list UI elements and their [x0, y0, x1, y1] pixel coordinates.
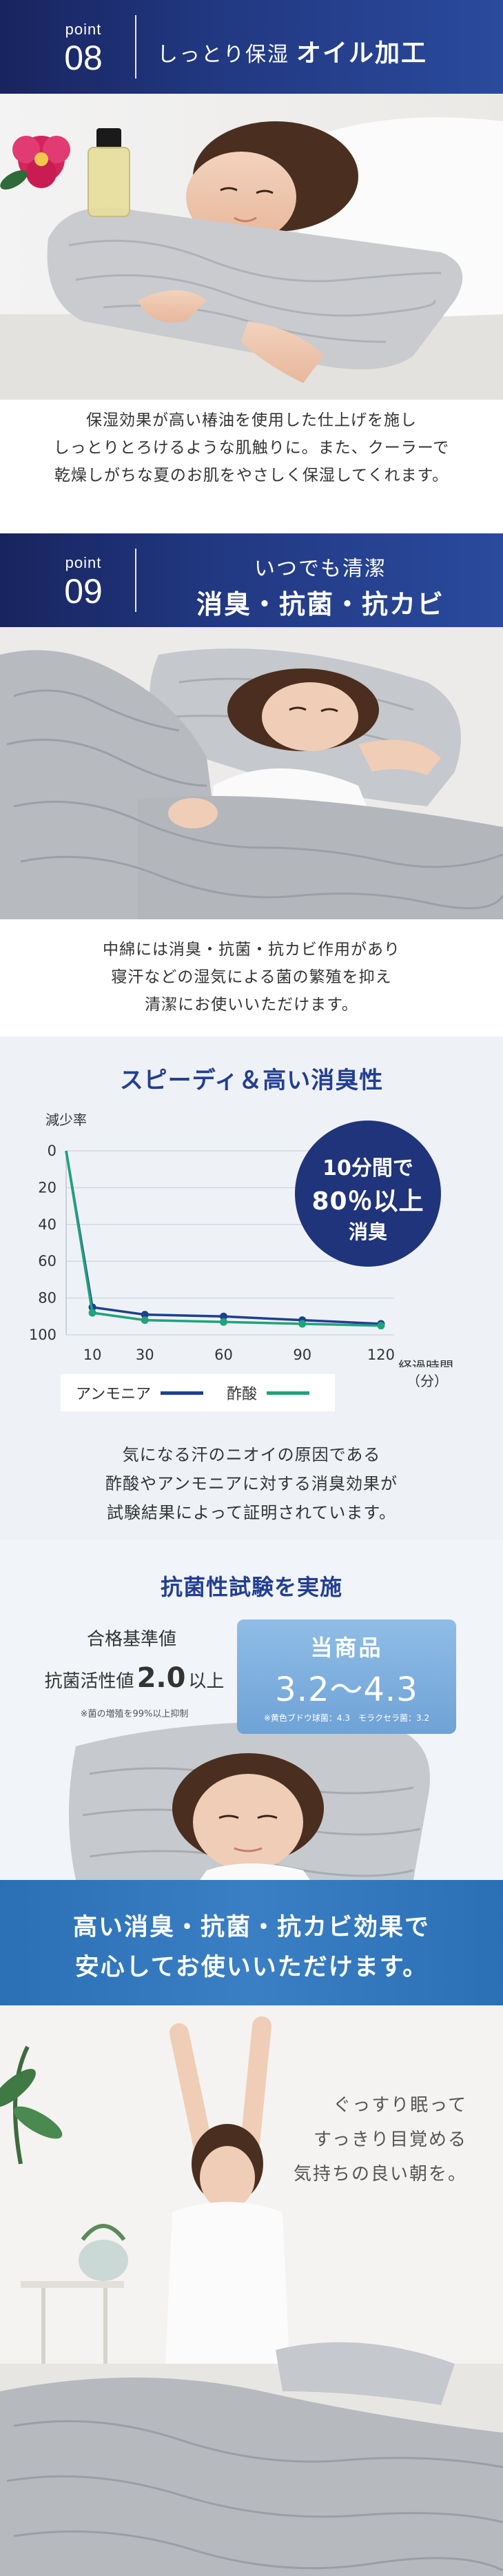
standard-note: ※菌の増殖を99%以上抑制	[80, 1709, 189, 1719]
standard-prefix: 抗菌活性値	[44, 1671, 134, 1692]
banner-line1: 高い消臭・抗菌・抗カビ効果で	[72, 1914, 430, 1941]
photo-woman-waking-up: ぐっすり眠って すっきり目覚める 気持ちの良い朝を。	[0, 2005, 503, 2576]
photo-illustration	[0, 627, 503, 919]
data-point-acetic	[219, 1318, 227, 1326]
badge-line3: 消臭	[348, 1220, 387, 1243]
standard-number: 2.0	[136, 1662, 186, 1694]
y-tick-label: 100	[29, 1327, 57, 1343]
data-point-acetic	[88, 1309, 96, 1317]
product-range: 3.2〜4.3	[275, 1670, 418, 1709]
photo-woman-sleeping-blanket	[0, 627, 503, 919]
point-09-title-line2: 消臭・抗菌・抗カビ	[196, 589, 444, 620]
point-08-title-emphasis: オイル加工	[296, 39, 428, 68]
x-tick-label: 10	[83, 1347, 102, 1363]
y-tick-label: 60	[38, 1253, 57, 1269]
final-message: ぐっすり眠って すっきり目覚める 気持ちの良い朝を。	[294, 2088, 467, 2191]
legend-label-ammonia: アンモニア	[76, 1386, 152, 1403]
x-axis-label-line1: 経過時間	[398, 1358, 453, 1367]
photo-woman-hugging-pillow	[0, 94, 503, 400]
chart-legend: アンモニア 酢酸	[61, 1374, 335, 1411]
legend-label-acetic: 酢酸	[227, 1386, 258, 1403]
standard-suffix: 以上	[188, 1671, 225, 1692]
photo-illustration	[0, 94, 503, 400]
deodorization-chart-section: スピーディ＆高い消臭性 減少率 0 20 40 60 80 100 10 30 60 90 120…	[0, 1036, 503, 1540]
y-tick-labels: 0 20 40 60 80 100	[29, 1143, 57, 1343]
point-word: point	[65, 21, 102, 38]
caption-line: 保湿効果が高い椿油を使用した仕上げを施し	[86, 411, 417, 429]
y-tick-label: 80	[38, 1290, 57, 1307]
data-point-acetic	[377, 1322, 385, 1330]
antibacterial-title: 抗菌性試験を実施	[160, 1574, 342, 1600]
deodorization-badge: 10分間で 80％以上 消臭	[295, 1121, 441, 1267]
plant-icon	[0, 2045, 63, 2165]
data-point-ammonia	[141, 1311, 149, 1319]
data-point-acetic	[141, 1316, 149, 1325]
legend-item-ammonia: アンモニア	[76, 1382, 204, 1404]
final-message-line: すっきり目覚める	[314, 2129, 467, 2150]
chart-title: スピーディ＆高い消臭性	[119, 1067, 384, 1094]
deodorization-line-chart: 減少率 0 20 40 60 80 100 10 30 60 90 120 経過時間	[29, 1112, 453, 1367]
point-09-caption: 中綿には消臭・抗菌・抗カビ作用があり 寝汗などの湿気による菌の繁殖を抑え 清潔に…	[0, 936, 503, 1019]
chart-note: 気になる汗のニオイの原因である 酢酸やアンモニアに対する消臭効果が 試験結果によ…	[0, 1440, 503, 1527]
chart-series	[65, 1150, 385, 1330]
caption-line: 清潔にお使いいただけます。	[145, 996, 358, 1014]
caption-line: 寝汗などの湿気による菌の繁殖を抑え	[111, 968, 392, 986]
antibacterial-section: 抗菌性試験を実施 合格基準値 抗菌活性値 2.0 以上 ※菌の増殖を99%以上抑制 …	[0, 1540, 503, 1880]
point-divider	[135, 549, 136, 612]
x-tick-label: 60	[214, 1347, 233, 1363]
legend-item-acetic: 酢酸	[227, 1382, 310, 1404]
caption-line: 乾燥しがちな夏のお肌をやさしく保湿してくれます。	[54, 467, 449, 484]
point-word: point	[65, 554, 102, 571]
y-tick-label: 40	[38, 1216, 57, 1233]
point-08-caption: 保湿効果が高い椿油を使用した仕上げを施し しっとりとろけるような肌触りに。また、…	[0, 407, 503, 489]
chart-note-line: 試験結果によって証明されています。	[107, 1503, 396, 1522]
x-tick-label: 30	[136, 1347, 154, 1363]
photo-woman-on-pillow	[69, 1721, 430, 1880]
point-09-title-line1: いつでも清潔	[254, 557, 387, 581]
product-value-box: 当商品 3.2〜4.3 ※黄色ブドウ球菌：4.3 モラクセラ菌：3.2	[237, 1619, 456, 1734]
caption-line: しっとりとろけるような肌触りに。また、クーラーで	[53, 439, 450, 457]
final-message-line: ぐっすり眠って	[333, 2095, 467, 2116]
point-09-header: point 09 いつでも清潔 消臭・抗菌・抗カビ	[0, 533, 503, 627]
caption-line: 中綿には消臭・抗菌・抗カビ作用があり	[103, 941, 400, 959]
product-note: ※黄色ブドウ球菌：4.3 モラクセラ菌：3.2	[263, 1713, 430, 1723]
point-number: 09	[64, 572, 103, 611]
banner-line2: 安心してお使いいただけます。	[74, 1954, 429, 1981]
point-08-label: point 08	[45, 21, 121, 76]
product-label: 当商品	[310, 1635, 383, 1661]
photo-illustration	[0, 2005, 503, 2576]
point-09-label: point 09	[45, 554, 121, 609]
series-line-acetic	[65, 1150, 382, 1327]
x-tick-labels: 10 30 60 90 120	[83, 1347, 395, 1363]
badge-line2: 80％以上	[311, 1187, 424, 1216]
standard-label: 合格基準値	[86, 1629, 176, 1650]
x-tick-label: 120	[367, 1347, 395, 1363]
point-divider	[135, 15, 136, 79]
chart-note-line: 酢酸やアンモニアに対する消臭効果が	[105, 1474, 398, 1493]
y-axis-label: 減少率	[45, 1112, 87, 1128]
y-tick-label: 0	[48, 1143, 57, 1159]
standard-value: 抗菌活性値 2.0 以上	[34, 1662, 234, 1694]
x-tick-label: 90	[293, 1347, 311, 1363]
badge-line1: 10分間で	[322, 1156, 413, 1180]
data-point-ammonia	[219, 1312, 227, 1320]
chart-note-line: 気になる汗のニオイの原因である	[122, 1445, 381, 1464]
final-message-line: 気持ちの良い朝を。	[293, 2164, 467, 2185]
data-point-acetic	[298, 1320, 307, 1328]
point-08-title-prefix: しっとり保湿	[157, 43, 289, 67]
summary-banner: 高い消臭・抗菌・抗カビ効果で 安心してお使いいただけます。	[0, 1880, 503, 2005]
legend-swatch-ammonia	[161, 1391, 204, 1395]
x-axis-label-line2: （分）	[407, 1373, 448, 1389]
y-tick-label: 20	[38, 1179, 57, 1196]
legend-swatch-acetic	[267, 1391, 310, 1395]
point-08-title: しっとり保湿 オイル加工	[157, 33, 427, 69]
point-08-header: point 08 しっとり保湿 オイル加工	[0, 0, 503, 94]
point-number: 08	[64, 39, 103, 77]
